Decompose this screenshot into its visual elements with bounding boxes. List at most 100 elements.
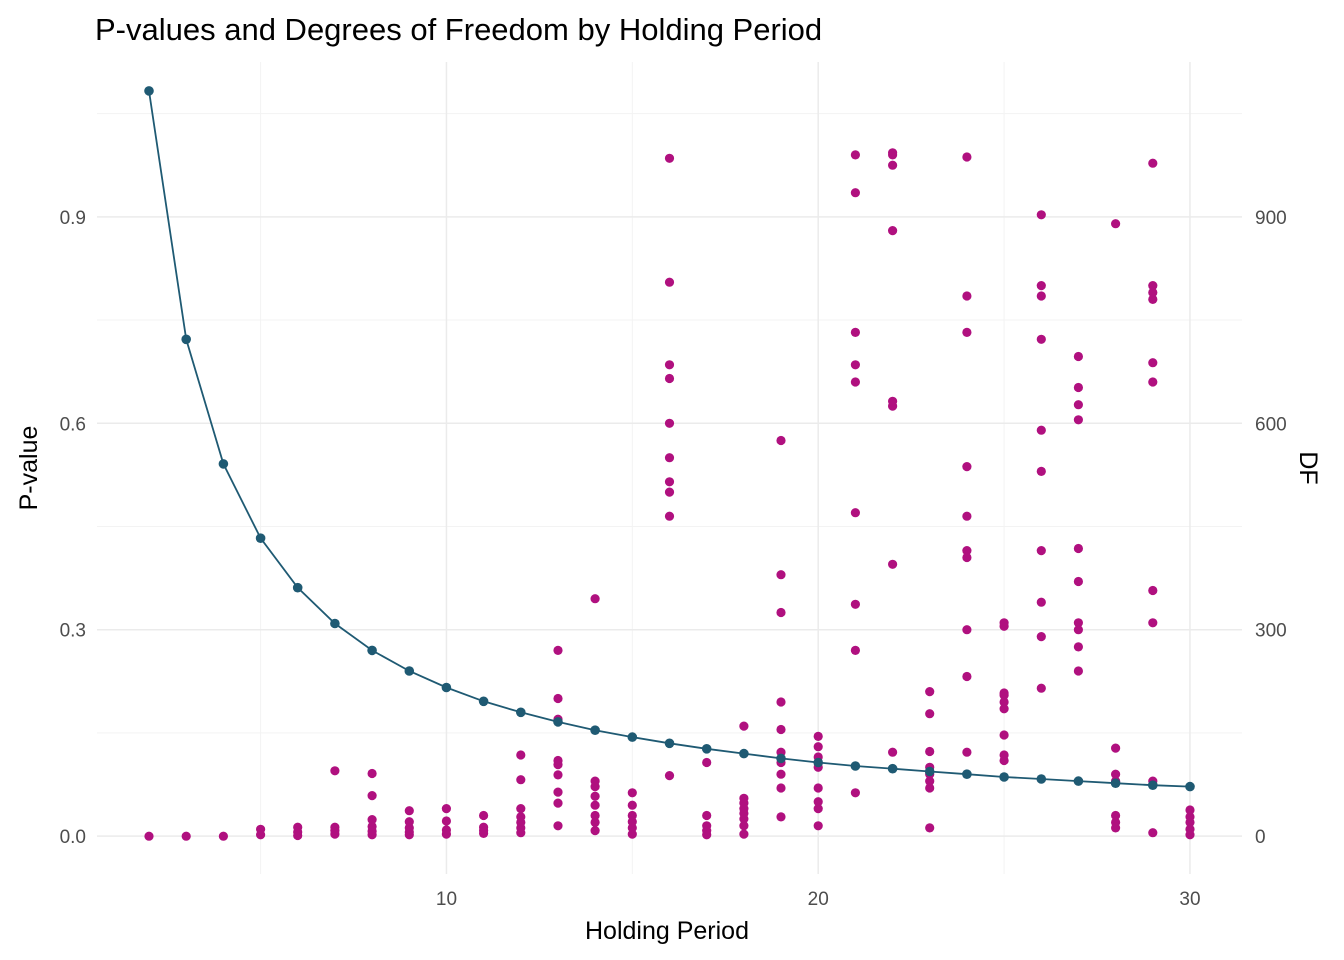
pvalue-point (962, 327, 972, 337)
pvalue-point (962, 462, 972, 472)
df-series (144, 86, 1195, 792)
y2-tick-label: 900 (1255, 208, 1287, 229)
pvalue-point (330, 766, 340, 776)
df-point (813, 757, 823, 768)
pvalue-point (850, 788, 861, 798)
pvalue-point (516, 775, 526, 785)
pvalue-point (330, 822, 340, 832)
y-tick-label: 0.9 (60, 208, 86, 229)
pvalue-point (776, 607, 786, 618)
pvalue-point (553, 693, 563, 704)
df-point (181, 334, 191, 345)
pvalue-point (1148, 158, 1158, 168)
pvalue-point (367, 815, 377, 825)
pvalue-point (962, 625, 972, 635)
df-point (1110, 778, 1121, 788)
pvalue-point (888, 160, 898, 170)
pvalue-point (1073, 415, 1083, 425)
pvalue-point (776, 724, 786, 735)
pvalue-point (888, 226, 898, 236)
pvalue-point (888, 559, 898, 569)
df-point (1185, 781, 1195, 792)
pvalue-point (553, 798, 563, 808)
pvalue-point (553, 787, 563, 797)
pvalue-point (999, 618, 1009, 628)
pvalue-point (144, 831, 154, 841)
pvalue-point (813, 797, 823, 807)
pvalue-point (1111, 817, 1121, 828)
pvalue-point (813, 821, 823, 831)
pvalue-point (627, 788, 637, 798)
pvalue-point (739, 793, 749, 803)
pvalue-point (516, 812, 526, 822)
pvalue-point (776, 435, 786, 446)
pvalue-point (850, 188, 861, 198)
pvalue-point (1036, 291, 1046, 301)
pvalue-point (962, 291, 972, 301)
pvalue-point (1148, 281, 1158, 291)
y-axis-title: P-value (15, 426, 43, 511)
chart-title: P-values and Degrees of Freedom by Holdi… (95, 12, 822, 47)
pvalue-point (441, 804, 451, 814)
pvalue-point (590, 817, 600, 828)
pvalue-point (1073, 666, 1083, 676)
pvalue-point (664, 477, 675, 487)
pvalue-point (1073, 576, 1083, 587)
pvalue-point (1036, 334, 1046, 344)
pvalue-point (925, 709, 935, 719)
pvalue-point (962, 552, 972, 563)
df-point (850, 761, 861, 771)
pvalue-point (1073, 642, 1083, 652)
pvalue-point (1073, 400, 1083, 410)
pvalue-point (664, 373, 675, 384)
pvalue-point (739, 829, 749, 839)
pvalue-point (553, 770, 563, 780)
df-point (664, 738, 675, 749)
y-tick-label: 0.0 (60, 827, 86, 848)
pvalue-point (590, 594, 600, 604)
df-point (292, 582, 303, 593)
pvalue-point (664, 277, 675, 287)
df-point (1148, 780, 1158, 790)
pvalue-series (144, 148, 1195, 841)
pvalue-point (627, 800, 637, 810)
pvalue-point (479, 822, 489, 832)
pvalue-point (776, 783, 786, 793)
pvalue-point (479, 810, 489, 821)
x-tick-label: 30 (1179, 889, 1200, 910)
pvalue-point (776, 812, 786, 822)
pvalue-point (962, 511, 972, 521)
pvalue-point (1148, 377, 1158, 387)
pvalue-point (850, 645, 861, 656)
pvalue-point (404, 817, 414, 827)
pvalue-point (664, 771, 675, 781)
pvalue-point (925, 687, 935, 697)
pvalue-point (441, 825, 451, 835)
df-point (1073, 776, 1084, 786)
pvalue-point (1185, 805, 1195, 815)
pvalue-point (776, 769, 786, 779)
pvalue-point (1036, 425, 1046, 435)
pvalue-point (813, 804, 823, 814)
pvalue-point (739, 721, 749, 731)
df-point (590, 725, 600, 735)
pvalue-point (664, 153, 675, 163)
pvalue-point (850, 150, 861, 160)
pvalue-point (293, 822, 303, 832)
pvalue-point (850, 508, 861, 518)
pvalue-point (1111, 810, 1121, 821)
y2-tick-label: 300 (1255, 621, 1287, 642)
pvalue-point (590, 810, 600, 821)
grid (97, 62, 1242, 874)
pvalue-point (702, 757, 712, 768)
pvalue-point (1185, 812, 1195, 822)
df-point (516, 707, 526, 718)
pvalue-point (553, 645, 563, 656)
pvalue-point (367, 821, 377, 832)
df-point (330, 618, 340, 629)
df-point (627, 732, 638, 742)
pvalue-point (999, 688, 1009, 698)
pvalue-point (1073, 382, 1083, 393)
x-tick-label: 20 (808, 889, 829, 910)
pvalue-point (888, 747, 898, 757)
